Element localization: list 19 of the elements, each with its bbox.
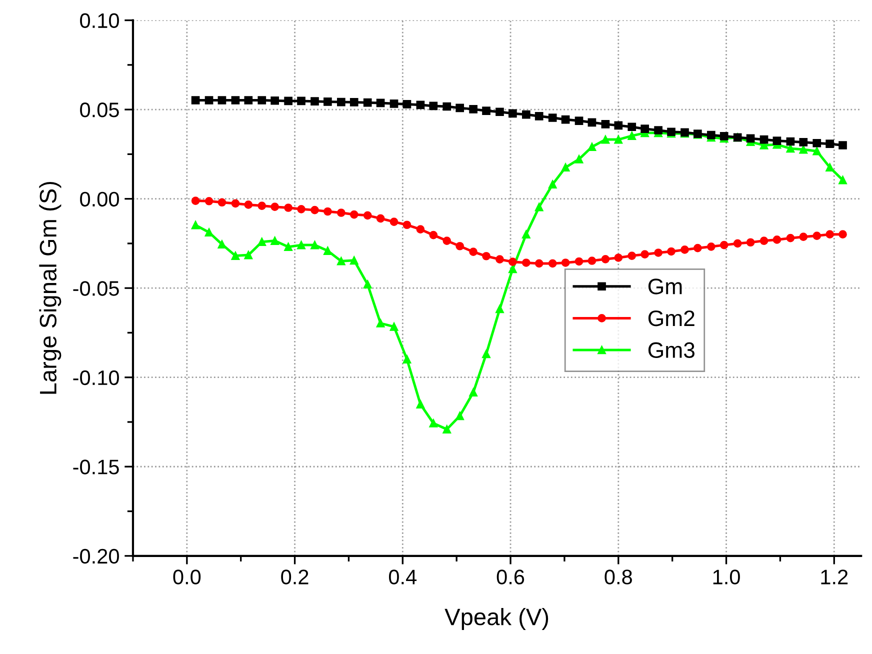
legend-label: Gm2 — [648, 310, 694, 326]
y-axis-title: Large Signal Gm (S) — [39, 182, 62, 394]
y-tick-label: -0.10 — [73, 370, 119, 386]
y-tick-label: -0.20 — [73, 548, 119, 564]
y-tick-label: -0.15 — [73, 460, 119, 474]
x-tick-label: 0.4 — [388, 570, 417, 584]
x-tick-label: 1.2 — [821, 570, 848, 584]
x-tick-label: 0.2 — [281, 570, 308, 584]
y-tick-label: -0.05 — [73, 281, 119, 296]
x-tick-label: 0.8 — [604, 570, 632, 584]
y-tick-label: 0.00 — [80, 192, 119, 207]
legend-label: Gm3 — [648, 342, 694, 358]
y-tick-label: 0.05 — [80, 102, 119, 118]
x-axis-title: Vpeak (V) — [444, 608, 548, 630]
x-tick-label: 1.0 — [713, 570, 740, 584]
x-tick-label: 0.6 — [496, 570, 524, 584]
legend-label: Gm — [648, 278, 682, 294]
x-tick-label: 0.0 — [173, 570, 201, 584]
y-tick-label: 0.10 — [80, 13, 119, 28]
